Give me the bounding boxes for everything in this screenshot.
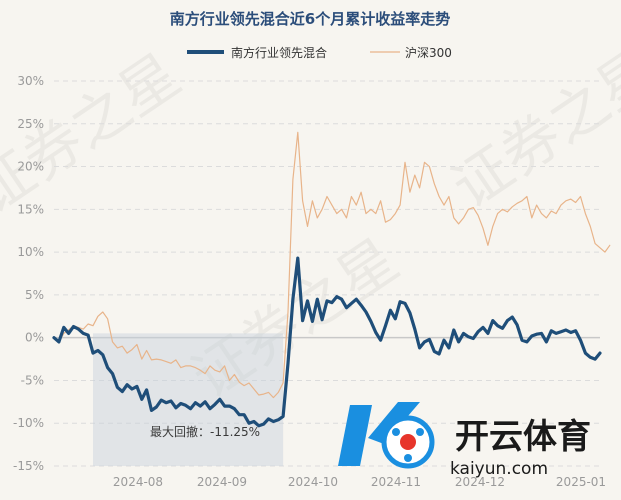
series-layer <box>52 131 611 428</box>
x-tick-label: 2024-10 <box>288 475 338 489</box>
legend-label-index: 沪深300 <box>405 46 452 60</box>
x-tick-label: 2024-09 <box>197 475 247 489</box>
grid <box>54 80 600 467</box>
max-drawdown-region <box>93 333 284 466</box>
logo-url: kaiyun.com <box>450 459 548 479</box>
axes: 30% 25% 20% 15% 10% 5% 0% -5% -10% -15% 2024-08 202… <box>13 74 606 489</box>
kaiyun-logo: 开云体育 kaiyun.com <box>338 402 591 479</box>
y-tick-label: -10% <box>13 416 44 430</box>
legend: 南方行业领先混合 沪深300 <box>187 45 452 60</box>
watermark-text-0: 证券之星 <box>0 40 192 226</box>
x-tick-label: 2024-12 <box>455 475 505 489</box>
y-tick-label: 30% <box>17 74 44 88</box>
drawdown-region <box>93 333 284 466</box>
logo-ball-icon <box>338 402 435 469</box>
max-drawdown-label: 最大回撤：-11.25% <box>150 424 260 439</box>
y-tick-label: 5% <box>25 288 44 302</box>
series-line-index <box>53 131 611 399</box>
chart-title: 南方行业领先混合近6个月累计收益率走势 <box>170 10 450 28</box>
y-tick-label: 10% <box>17 245 44 259</box>
watermark-text-2: 证券之星 <box>440 35 621 221</box>
x-tick-label: 2024-11 <box>371 475 421 489</box>
logo-name: 开云体育 <box>455 417 591 457</box>
y-tick-label: 0% <box>25 331 44 345</box>
x-tick-label: 2025-01 <box>556 475 606 489</box>
series-line-fund <box>52 256 602 428</box>
y-tick-label: 15% <box>17 202 44 216</box>
y-tick-label: -15% <box>13 459 44 473</box>
y-tick-label: -5% <box>21 373 44 387</box>
x-tick-label: 2024-08 <box>113 475 163 489</box>
y-tick-label: 25% <box>17 117 44 131</box>
y-tick-label: 20% <box>17 160 44 174</box>
legend-label-fund: 南方行业领先混合 <box>231 45 327 60</box>
